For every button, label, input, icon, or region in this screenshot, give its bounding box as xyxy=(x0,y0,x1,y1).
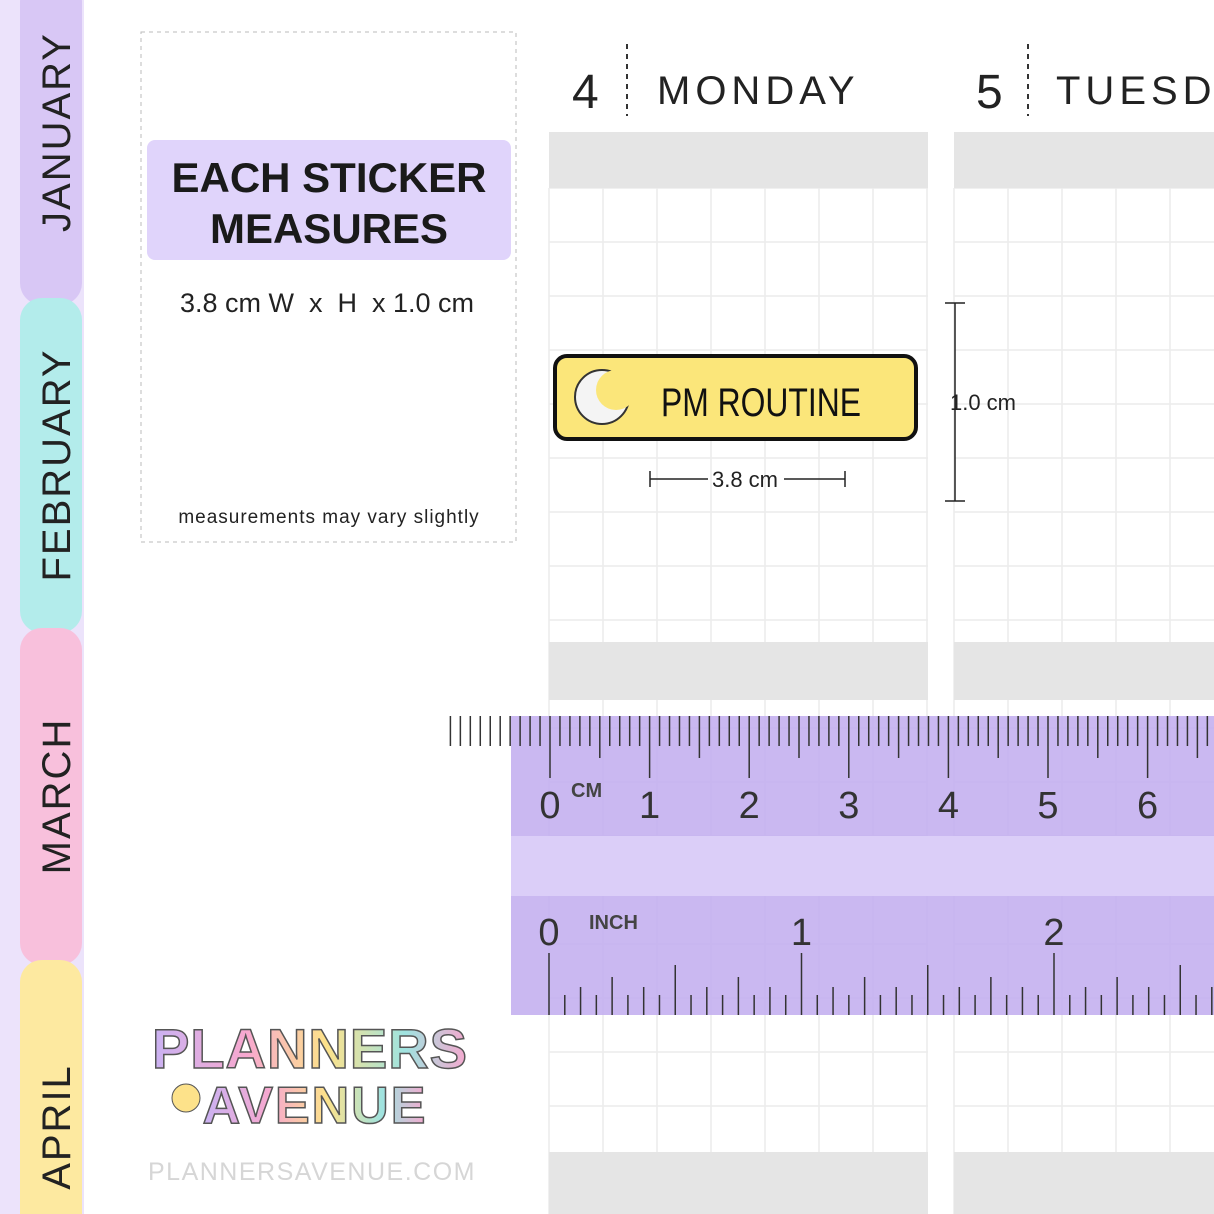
tab xyxy=(20,628,82,965)
day-name: MONDAY xyxy=(657,69,860,113)
day-number: 5 xyxy=(976,66,1003,119)
ruler-band xyxy=(511,836,1214,896)
day-number: 4 xyxy=(572,66,599,119)
ruler-label: 0 xyxy=(539,785,560,827)
info-title: EACH STICKER xyxy=(171,154,486,201)
info-title: MEASURES xyxy=(210,205,448,252)
ruler-label: 2 xyxy=(739,785,760,827)
header-bar xyxy=(954,132,1214,188)
info-header xyxy=(147,140,511,260)
logo-text: PLANNERS xyxy=(152,1017,468,1080)
tab-label: JANUARY xyxy=(35,32,79,232)
header-bar xyxy=(549,1152,928,1214)
ruler: CM INCH 0 1 2 3 4 5 6 0 1 2 xyxy=(449,716,1214,1015)
info-box xyxy=(140,31,517,543)
logo-sun xyxy=(171,1083,201,1113)
ruler-label: 0 xyxy=(538,912,559,954)
header-bar xyxy=(549,642,928,700)
planner-columns xyxy=(548,132,1214,1214)
ruler-unit: INCH xyxy=(589,912,638,934)
sticker-label: PM ROUTINE xyxy=(661,381,861,425)
ruler-label: 6 xyxy=(1137,785,1158,827)
ruler-label: 3 xyxy=(838,785,859,827)
header-bar xyxy=(954,642,1214,700)
ruler-label: 4 xyxy=(938,785,959,827)
tab-label: FEBRUARY xyxy=(35,348,79,581)
logo-text: AVENUE xyxy=(203,1077,428,1135)
info-size: 3.8 cm W x H x 1.0 cm xyxy=(180,288,474,318)
ruler-label: 1 xyxy=(791,912,812,954)
sticker xyxy=(553,354,918,441)
tab xyxy=(20,960,82,1214)
ruler-label: 2 xyxy=(1043,912,1064,954)
height-label: 1.0 cm xyxy=(950,390,1016,415)
moon-icon xyxy=(596,370,636,410)
tab-label: MARCH xyxy=(35,718,79,875)
header-bar xyxy=(549,132,928,188)
header-bar xyxy=(954,1152,1214,1214)
ruler-label: 1 xyxy=(639,785,660,827)
ruler-unit: CM xyxy=(571,780,602,802)
tab xyxy=(20,0,82,305)
tab-label: APRIL xyxy=(35,1064,79,1190)
width-label: 3.8 cm xyxy=(712,467,778,492)
day-name: TUESD xyxy=(1056,69,1214,113)
tab xyxy=(20,298,82,633)
footer-url: PLANNERSAVENUE.COM xyxy=(148,1158,476,1186)
info-note: measurements may vary slightly xyxy=(178,507,479,528)
ruler-label: 5 xyxy=(1037,785,1058,827)
